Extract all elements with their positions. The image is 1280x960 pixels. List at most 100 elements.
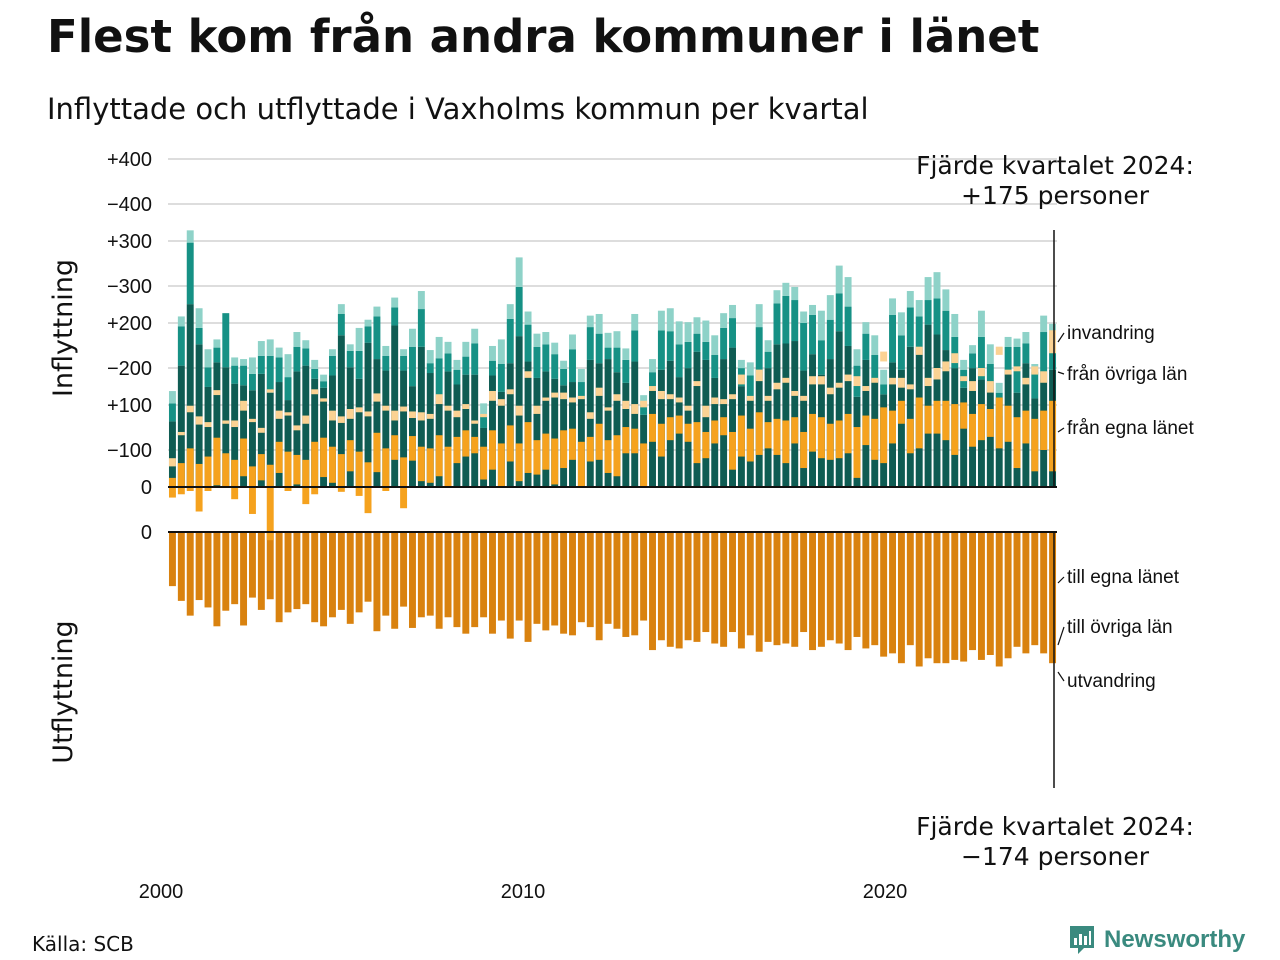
- inflow-bar-segment: [462, 341, 470, 357]
- outflow-bar-segment: [257, 454, 265, 481]
- outflow-bar-segment: [995, 397, 1003, 449]
- legend-leader: [1057, 427, 1065, 433]
- inflow-bar-segment: [177, 326, 185, 366]
- y-axis-title: Inflyttning: [48, 259, 79, 397]
- inflow-bar-segment: [426, 350, 434, 364]
- outflow-bar-segment: [515, 443, 523, 482]
- outflow-bar-segment: [782, 532, 790, 644]
- outflow-bar-segment: [1031, 366, 1039, 375]
- outflow-bar-segment: [311, 441, 319, 495]
- outflow-bar-segment: [613, 394, 621, 401]
- inflow-bar-segment: [586, 315, 594, 328]
- chart-title: Flest kom från andra kommuner i länet: [47, 10, 1040, 63]
- outflow-bar-segment: [515, 532, 523, 621]
- inflow-bar-segment: [835, 265, 843, 294]
- outflow-bar-segment: [231, 532, 239, 605]
- inflow-bar-segment: [595, 333, 603, 364]
- outflow-bar-segment: [400, 532, 408, 607]
- inflow-bar-segment: [613, 347, 621, 373]
- inflow-bar-segment: [231, 383, 239, 487]
- outflow-bar-segment: [853, 532, 861, 637]
- outflow-bar-segment: [942, 361, 950, 372]
- outflow-bar-segment: [346, 532, 354, 624]
- outflow-bar-segment: [275, 441, 283, 473]
- inflow-bar-segment: [889, 298, 897, 315]
- outflow-bar-segment: [328, 446, 336, 483]
- outflow-bar-segment: [711, 532, 719, 644]
- outflow-bar-segment: [577, 395, 585, 400]
- outflow-bar-segment: [1040, 532, 1048, 654]
- outflow-bar-segment: [471, 532, 479, 628]
- inflow-bar-segment: [391, 297, 399, 308]
- outflow-bar-segment: [915, 397, 923, 449]
- inflow-bar-segment: [604, 359, 612, 487]
- outflow-bar-segment: [462, 404, 470, 409]
- inflow-bar-segment: [346, 350, 354, 368]
- outflow-bar-segment: [969, 532, 977, 651]
- outflow-bar-segment: [346, 440, 354, 472]
- outflow-bar-segment: [560, 430, 568, 469]
- outflow-bar-segment: [177, 463, 185, 495]
- outflow-bar-segment: [702, 405, 710, 418]
- inflow-bar-segment: [311, 378, 319, 487]
- outflow-bar-segment: [1004, 369, 1012, 375]
- inflow-bar-segment: [409, 346, 416, 387]
- inflow-bar-segment: [489, 360, 496, 376]
- outflow-bar-segment: [542, 433, 550, 470]
- outflow-bar-segment: [764, 422, 772, 449]
- inflow-bar-segment: [826, 359, 834, 487]
- outflow-bar-segment: [720, 399, 728, 405]
- inflow-bar-segment: [631, 361, 639, 487]
- outflow-bar-segment: [924, 377, 932, 387]
- outflow-bar-segment: [1022, 532, 1030, 654]
- outflow-bar-segment: [649, 532, 656, 651]
- outflow-bar-segment: [355, 407, 363, 413]
- inflow-bar-segment: [702, 341, 710, 360]
- outflow-bar-segment: [186, 448, 194, 491]
- outflow-bar-segment: [337, 454, 345, 492]
- outflow-bar-segment: [302, 532, 310, 605]
- outflow-bar-segment: [986, 409, 994, 437]
- outflow-bar-segment: [480, 413, 488, 418]
- inflow-bar-segment: [497, 339, 505, 364]
- inflow-bar-segment: [364, 326, 372, 343]
- outflow-bar-segment: [480, 446, 488, 480]
- outflow-bar-segment: [675, 397, 683, 403]
- outflow-bar-segment: [640, 400, 648, 408]
- inflow-bar-segment: [320, 381, 328, 388]
- inflow-bar-segment: [613, 331, 621, 348]
- outflow-bar-segment: [569, 397, 576, 403]
- inflow-bar-segment: [506, 318, 514, 364]
- outflow-bar-segment: [560, 392, 568, 400]
- inflow-bar-segment: [604, 347, 612, 360]
- inflow-bar-segment: [284, 354, 292, 378]
- outflow-bar-segment: [657, 423, 665, 457]
- outflow-bar-segment: [613, 435, 621, 477]
- outflow-bar-segment: [355, 532, 363, 613]
- inflow-bar-segment: [782, 295, 790, 344]
- outflow-bar-segment: [213, 437, 221, 486]
- outflow-bar-segment: [391, 410, 399, 421]
- inflow-bar-segment: [560, 368, 568, 386]
- outflow-bar-segment: [906, 384, 914, 390]
- outflow-bar-segment: [533, 405, 541, 414]
- inflow-bar-segment: [675, 321, 683, 345]
- inflow-bar-segment: [266, 392, 274, 487]
- outflow-bar-segment: [595, 387, 603, 396]
- brand-logo[interactable]: Newsworthy: [1068, 924, 1245, 956]
- inflow-bar-segment: [773, 344, 781, 487]
- inflow-bar-segment: [942, 289, 950, 311]
- outflow-bar-segment: [977, 368, 985, 377]
- inflow-bar-segment: [569, 334, 576, 350]
- y-tick-label: +400: [107, 149, 152, 171]
- outflow-bar-segment: [684, 405, 692, 411]
- outflow-bar-segment: [977, 404, 985, 441]
- outflow-bar-segment: [497, 399, 505, 406]
- outflow-bar-segment: [168, 458, 176, 467]
- outflow-bar-segment: [275, 532, 283, 623]
- inflow-bar-segment: [533, 377, 541, 487]
- outflow-bar-segment: [382, 448, 390, 491]
- outflow-bar-segment: [889, 532, 897, 654]
- outflow-bar-segment: [586, 532, 594, 628]
- outflow-bar-segment: [168, 532, 176, 587]
